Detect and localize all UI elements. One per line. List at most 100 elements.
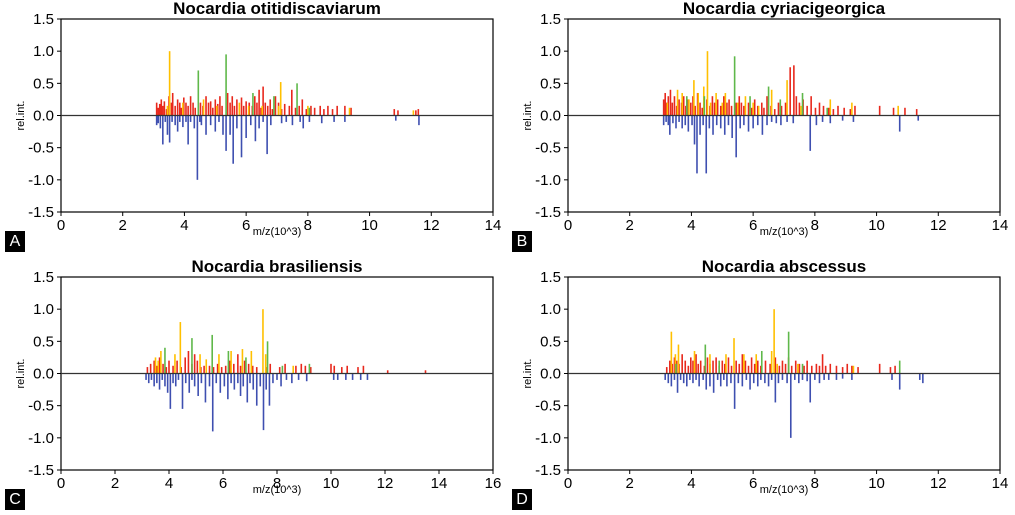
y-tick-label: 1.5 <box>33 11 54 28</box>
yellow-peaks <box>670 309 855 374</box>
chart-title: Nocardia brasiliensis <box>191 257 362 276</box>
x-tick-label: 2 <box>111 475 119 492</box>
panel-c: Nocardia brasiliensis 1.5 1.0 0.5 0.0 -0.5 -1.… <box>0 257 507 515</box>
panel-letter: C <box>5 489 25 510</box>
x-tick-label: 4 <box>165 475 173 492</box>
spectrum-chart: Nocardia otitidiscaviarum 1.5 1.0 0.5 0.0 -0.… <box>15 0 502 238</box>
x-tick-label: 0 <box>57 475 65 492</box>
blue-peaks <box>662 115 920 174</box>
y-tick-label: -1.5 <box>535 462 561 479</box>
yellow-peaks <box>154 309 295 374</box>
y-tick-label: 0.0 <box>540 108 561 125</box>
blue-peaks <box>664 373 924 438</box>
y-tick-label: -1.5 <box>28 204 54 221</box>
x-axis-label: m/z(10^3) <box>760 226 809 238</box>
x-tick-label: 4 <box>687 475 695 492</box>
y-tick-label: 1.0 <box>540 43 561 60</box>
y-tick-label: -0.5 <box>28 398 54 415</box>
y-tick-label: 1.5 <box>540 11 561 28</box>
y-axis-label: rel.int. <box>522 359 534 389</box>
panel-d: Nocardia abscessus 1.5 1.0 0.5 0.0 -0.5 -1.0 -1… <box>507 257 1014 515</box>
y-tick-label: 1.0 <box>540 301 561 318</box>
y-tick-label: -0.5 <box>535 398 561 415</box>
green-peaks <box>686 56 829 116</box>
x-tick-label: 8 <box>811 475 819 492</box>
x-tick-label: 8 <box>273 475 281 492</box>
y-axis-label: rel.int. <box>15 101 27 131</box>
spectrum-chart: Nocardia abscessus 1.5 1.0 0.5 0.0 -0.5 -1.0 -1… <box>522 257 1009 496</box>
panel-letter: A <box>5 231 25 252</box>
x-tick-label: 0 <box>57 217 65 234</box>
panel-a: Nocardia otitidiscaviarum 1.5 1.0 0.5 0.0 -0.… <box>0 0 507 257</box>
y-tick-label: 1.0 <box>33 43 54 60</box>
y-tick-label: -0.5 <box>535 140 561 157</box>
chart-title: Nocardia otitidiscaviarum <box>173 0 381 18</box>
x-tick-label: 14 <box>431 475 448 492</box>
x-tick-label: 10 <box>323 475 340 492</box>
red-peaks <box>146 350 427 374</box>
red-peaks <box>662 65 918 116</box>
spectrum-chart: Nocardia cyriacigeorgica 1.5 1.0 0.5 0.0 -0.5… <box>522 0 1009 238</box>
red-peaks <box>665 354 896 374</box>
y-tick-label: -1.0 <box>535 430 561 447</box>
panel-letter: D <box>512 489 532 510</box>
panel-b: Nocardia cyriacigeorgica 1.5 1.0 0.5 0.0 -0.5… <box>507 0 1014 257</box>
y-axis-label: rel.int. <box>522 101 534 131</box>
yellow-peaks <box>666 51 899 116</box>
x-tick-label: 14 <box>485 217 502 234</box>
y-axis-label: rel.int. <box>15 359 27 389</box>
blue-peaks <box>145 373 369 432</box>
x-tick-label: 10 <box>868 217 885 234</box>
x-tick-label: 12 <box>930 217 947 234</box>
panel-letter: B <box>512 231 532 252</box>
x-axis-label: m/z(10^3) <box>253 226 302 238</box>
x-tick-label: 2 <box>626 217 634 234</box>
y-tick-label: 0.5 <box>540 75 561 92</box>
y-tick-label: 0.5 <box>33 333 54 350</box>
x-tick-label: 4 <box>687 217 695 234</box>
x-axis-label: m/z(10^3) <box>760 484 809 496</box>
y-tick-label: -1.5 <box>535 204 561 221</box>
y-tick-label: 1.5 <box>540 269 561 286</box>
y-tick-label: 0.5 <box>540 333 561 350</box>
x-tick-label: 0 <box>564 475 572 492</box>
x-axis-label: m/z(10^3) <box>253 484 302 496</box>
y-tick-label: -0.5 <box>28 140 54 157</box>
x-tick-label: 14 <box>992 217 1009 234</box>
y-tick-label: 1.0 <box>33 301 54 318</box>
x-tick-label: 6 <box>749 217 757 234</box>
x-tick-label: 6 <box>749 475 757 492</box>
x-tick-label: 2 <box>119 217 127 234</box>
chart-title: Nocardia cyriacigeorgica <box>683 0 886 18</box>
y-tick-label: -1.5 <box>28 462 54 479</box>
y-tick-label: -1.0 <box>28 430 54 447</box>
y-tick-label: -1.0 <box>28 172 54 189</box>
y-tick-label: -1.0 <box>535 172 561 189</box>
x-tick-label: 16 <box>485 475 502 492</box>
x-tick-label: 2 <box>626 475 634 492</box>
x-tick-label: 12 <box>423 217 440 234</box>
x-tick-label: 6 <box>242 217 250 234</box>
y-tick-label: 1.5 <box>33 269 54 286</box>
x-tick-label: 12 <box>930 475 947 492</box>
x-tick-label: 6 <box>219 475 227 492</box>
red-peaks <box>155 86 420 116</box>
x-tick-label: 10 <box>361 217 378 234</box>
y-tick-label: 0.0 <box>540 366 561 383</box>
y-tick-label: 0.0 <box>33 108 54 125</box>
x-tick-label: 14 <box>992 475 1009 492</box>
chart-title: Nocardia abscessus <box>702 257 866 276</box>
green-peaks <box>197 54 311 116</box>
yellow-peaks <box>166 51 415 116</box>
y-tick-label: 0.0 <box>33 366 54 383</box>
y-tick-label: 0.5 <box>33 75 54 92</box>
green-peaks <box>164 334 311 374</box>
x-tick-label: 12 <box>377 475 394 492</box>
x-tick-label: 10 <box>868 475 885 492</box>
green-peaks <box>675 331 901 374</box>
x-tick-label: 4 <box>180 217 188 234</box>
x-tick-label: 8 <box>304 217 312 234</box>
x-tick-label: 0 <box>564 217 572 234</box>
blue-peaks <box>155 115 420 180</box>
